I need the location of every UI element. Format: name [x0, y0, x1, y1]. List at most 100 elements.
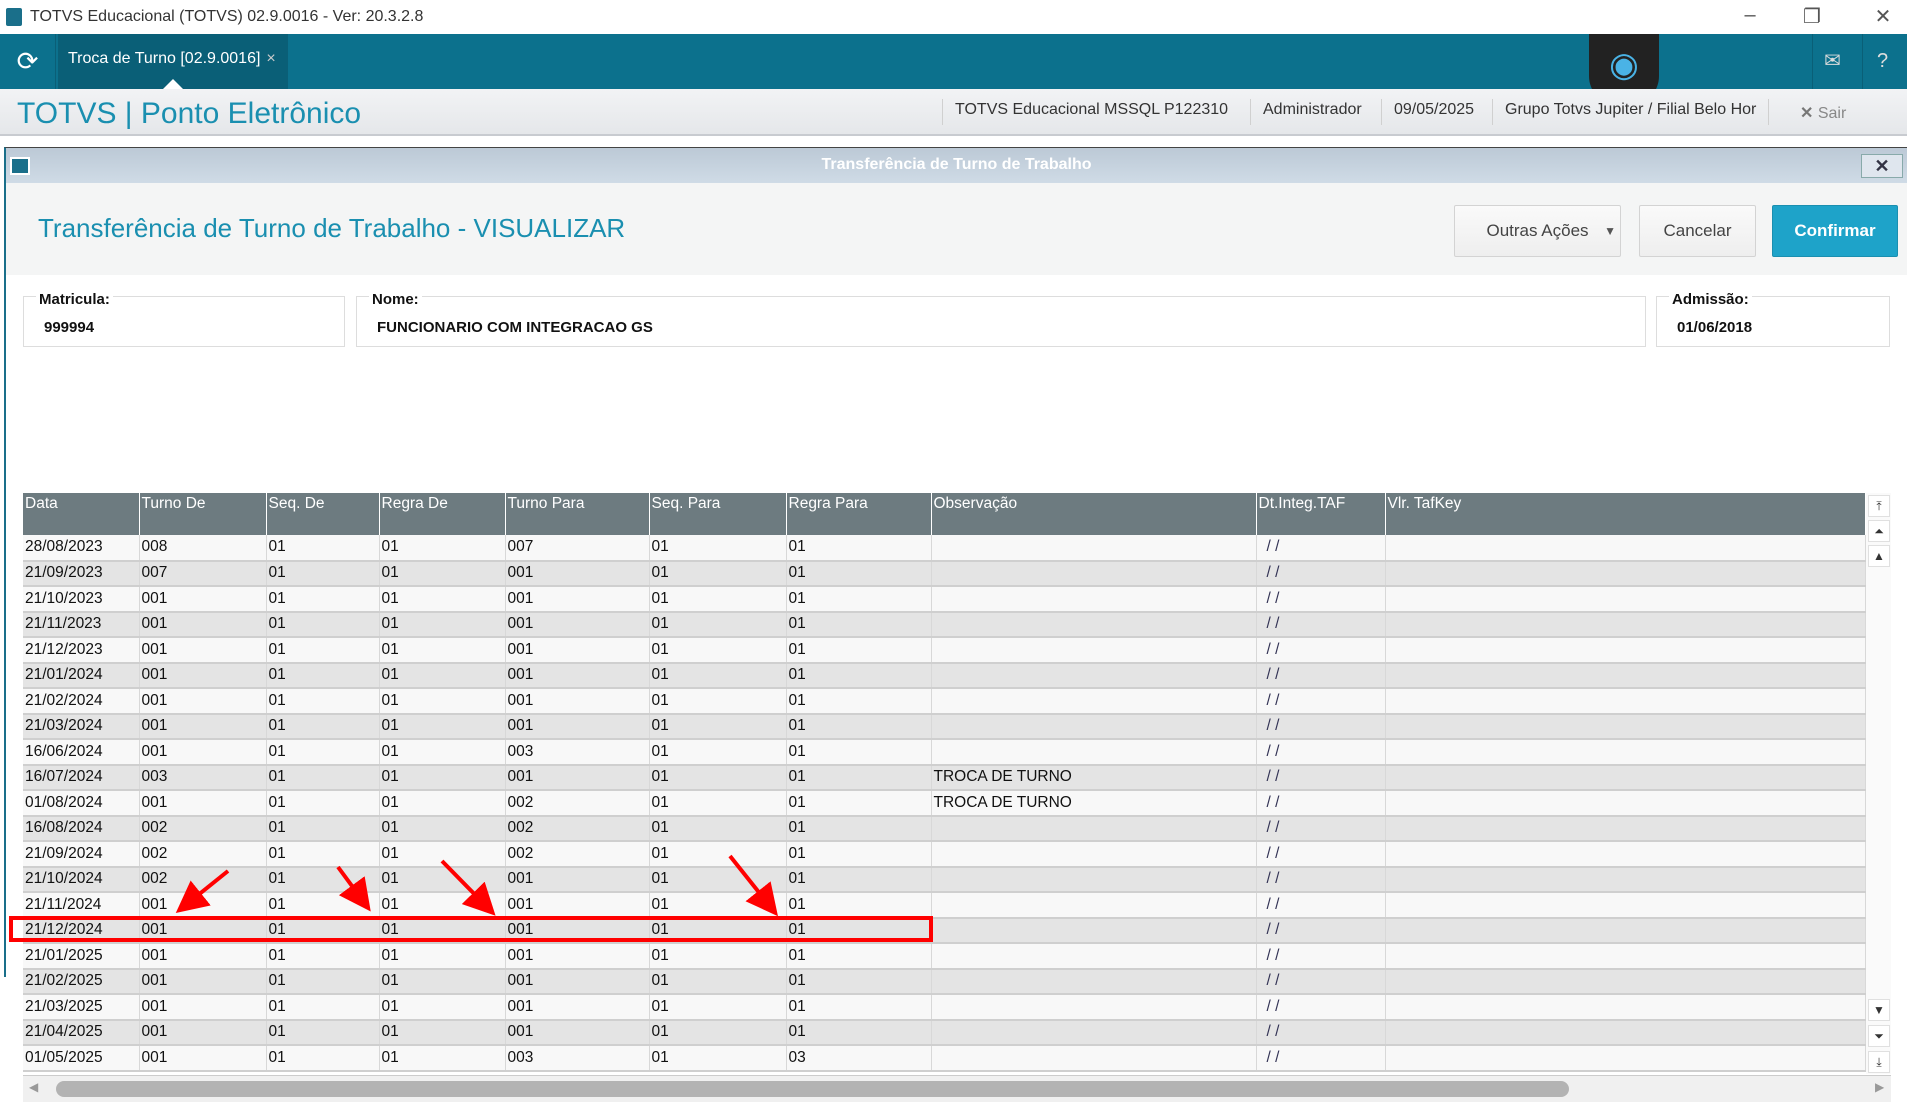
table-cell: 21/03/2025 — [23, 994, 140, 1021]
table-row[interactable]: 21/10/2024 002 01 01 001 01 01/ / — [23, 866, 1866, 893]
table-row[interactable]: 01/05/2025 001 01 01 003 01 03/ / — [23, 1045, 1866, 1072]
table-cell: 01 — [379, 637, 506, 664]
table-row[interactable]: 21/03/2024 001 01 01 001 01 01/ / — [23, 713, 1866, 740]
scroll-up-icon[interactable]: ▲ — [1868, 545, 1890, 567]
table-cell: 002 — [139, 841, 267, 868]
table-row[interactable]: 21/12/2023 001 01 01 001 01 01/ / — [23, 637, 1866, 664]
column-header[interactable]: Regra De — [379, 493, 506, 535]
table-cell: 001 — [505, 764, 650, 791]
table-row[interactable]: 21/09/2023 007 01 01 001 01 01/ / — [23, 560, 1866, 587]
table-cell: / / — [1256, 968, 1386, 995]
table-cell: 001 — [505, 586, 650, 613]
table-row[interactable]: 21/01/2025 001 01 01 001 01 01/ / — [23, 943, 1866, 970]
close-window-button[interactable]: ✕ — [1874, 6, 1892, 28]
table-cell: 01 — [649, 611, 787, 638]
table-row[interactable]: 16/08/2024 002 01 01 002 01 01/ / — [23, 815, 1866, 842]
home-icon[interactable]: ⟳ — [0, 34, 56, 89]
active-tab-caret-icon — [163, 79, 183, 89]
column-header[interactable]: Seq. De — [266, 493, 380, 535]
table-cell: 01 — [379, 739, 506, 766]
table-cell: / / — [1256, 1045, 1386, 1072]
nome-field[interactable]: Nome: FUNCIONARIO COM INTEGRACAO GS — [356, 291, 1646, 347]
table-cell: 001 — [505, 637, 650, 664]
horizontal-scrollbar[interactable]: ◀ ▶ — [23, 1075, 1891, 1102]
table-cell: / / — [1256, 713, 1386, 740]
table-row[interactable]: 21/11/2023 001 01 01 001 01 01/ / — [23, 611, 1866, 638]
logout-button[interactable]: ✕ Sair — [1800, 103, 1846, 123]
table-cell: / / — [1256, 535, 1386, 562]
other-actions-button[interactable]: Outras Ações ▼ — [1454, 205, 1621, 257]
tab-close-icon[interactable]: × — [266, 50, 276, 67]
table-cell: 01 — [786, 790, 932, 817]
column-header[interactable]: Observação — [931, 493, 1257, 535]
table-row[interactable]: 21/10/2023 001 01 01 001 01 01/ / — [23, 586, 1866, 613]
cancel-button[interactable]: Cancelar — [1639, 205, 1756, 257]
table-row[interactable]: 16/06/2024 001 01 01 003 01 01/ / — [23, 739, 1866, 766]
dropdown-arrow-icon: ▼ — [1604, 224, 1616, 238]
table-row[interactable]: 21/09/2024 002 01 01 002 01 01/ / — [23, 841, 1866, 868]
table-row[interactable]: 01/08/2024 001 01 01 002 01 01 TROCA DE TURNO / … — [23, 790, 1866, 817]
table-row[interactable]: 21/03/2025 001 01 01 001 01 01/ / — [23, 994, 1866, 1021]
scroll-left-icon[interactable]: ◀ — [29, 1080, 39, 1094]
table-cell — [931, 1019, 1257, 1046]
table-row[interactable]: 21/11/2024 001 01 01 001 01 01/ / — [23, 892, 1866, 919]
admissao-field[interactable]: Admissão: 01/06/2018 — [1656, 291, 1890, 347]
column-header[interactable]: Dt.Integ.TAF — [1256, 493, 1386, 535]
table-cell: 01 — [649, 586, 787, 613]
page-down-icon[interactable]: ⏷ — [1868, 1025, 1890, 1047]
column-header[interactable]: Turno Para — [505, 493, 650, 535]
table-cell: 001 — [505, 866, 650, 893]
column-header[interactable]: Data — [23, 493, 140, 535]
table-cell: / / — [1256, 841, 1386, 868]
table-cell — [1385, 611, 1866, 638]
mail-icon[interactable]: ✉ — [1812, 34, 1852, 89]
table-cell: 21/09/2024 — [23, 841, 140, 868]
tab-troca-de-turno[interactable]: Troca de Turno [02.9.0016] × — [58, 34, 288, 89]
table-cell: 001 — [139, 943, 267, 970]
table-cell: / / — [1256, 1019, 1386, 1046]
table-cell: 001 — [505, 688, 650, 715]
table-cell: 002 — [139, 815, 267, 842]
table-row[interactable]: 21/02/2024 001 01 01 001 01 01/ / — [23, 688, 1866, 715]
column-header[interactable]: Vlr. TafKey — [1385, 493, 1866, 535]
scroll-down-icon[interactable]: ▼ — [1868, 999, 1890, 1021]
dialog-close-button[interactable]: ✕ — [1861, 154, 1903, 178]
vertical-scrollbar[interactable]: ⤒ ⏶ ▲ ▼ ⏷ ⤓ — [1866, 493, 1891, 1074]
confirm-button[interactable]: Confirmar — [1772, 205, 1898, 257]
dialog-title: Transferência de Turno de Trabalho — [821, 156, 1092, 173]
minimize-button[interactable]: – — [1744, 4, 1756, 26]
table-row[interactable]: 28/08/2023 008 01 01 007 01 01/ / — [23, 535, 1866, 562]
table-cell: 01 — [266, 892, 380, 919]
table-cell — [931, 841, 1257, 868]
table-row[interactable]: 21/04/2025 001 01 01 001 01 01/ / — [23, 1019, 1866, 1046]
scroll-right-icon[interactable]: ▶ — [1875, 1080, 1885, 1094]
matricula-value: 999994 — [44, 319, 95, 336]
column-header[interactable]: Turno De — [139, 493, 267, 535]
table-cell: 01 — [379, 713, 506, 740]
help-icon[interactable]: ? — [1862, 34, 1902, 89]
admissao-value: 01/06/2018 — [1677, 319, 1753, 336]
table-cell: 01 — [266, 586, 380, 613]
nome-value: FUNCIONARIO COM INTEGRACAO GS — [377, 319, 653, 336]
table-cell: 01 — [379, 764, 506, 791]
scroll-top-icon[interactable]: ⤒ — [1868, 495, 1890, 517]
table-cell: / / — [1256, 586, 1386, 613]
column-header[interactable]: Regra Para — [786, 493, 932, 535]
scroll-bottom-icon[interactable]: ⤓ — [1868, 1051, 1890, 1073]
table-cell: 001 — [139, 1019, 267, 1046]
restore-button[interactable]: ❐ — [1803, 6, 1821, 28]
page-up-icon[interactable]: ⏶ — [1868, 520, 1890, 542]
dialog-icon — [10, 157, 30, 175]
table-cell — [931, 994, 1257, 1021]
table-row[interactable]: 21/02/2025 001 01 01 001 01 01/ / — [23, 968, 1866, 995]
table-cell: 01 — [786, 1019, 932, 1046]
page-heading: Transferência de Turno de Trabalho - VIS… — [38, 213, 626, 243]
column-header[interactable]: Seq. Para — [649, 493, 787, 535]
table-cell: 01 — [379, 968, 506, 995]
table-row[interactable]: 21/01/2024 001 01 01 001 01 01/ / — [23, 662, 1866, 689]
matricula-field[interactable]: Matricula: 999994 — [23, 291, 345, 347]
table-row[interactable]: 16/07/2024 003 01 01 001 01 01 TROCA DE TURNO / … — [23, 764, 1866, 791]
table-cell: / / — [1256, 917, 1386, 944]
matricula-label: Matricula: — [36, 291, 113, 308]
horizontal-scroll-thumb[interactable] — [56, 1081, 1569, 1097]
